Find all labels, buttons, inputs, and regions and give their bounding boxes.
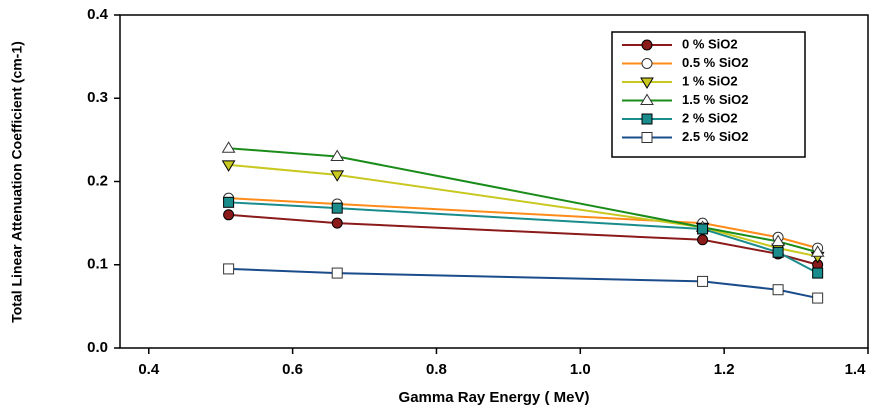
legend-marker	[640, 93, 654, 105]
x-tick-label: 0.4	[138, 361, 160, 378]
legend-label: 0.5 % SiO2	[682, 55, 748, 70]
data-point	[772, 246, 784, 258]
data-point	[697, 223, 709, 235]
legend: 0 % SiO2 0.5 % SiO2 1 % SiO2 1.5 % SiO2 2 % …	[611, 31, 806, 158]
x-tick-label: 0.8	[426, 361, 447, 378]
legend-marker	[640, 77, 654, 89]
data-point	[697, 234, 709, 246]
y-tick-label: 0.3	[87, 89, 108, 106]
legend-marker	[641, 39, 653, 51]
x-tick-label: 0.6	[282, 361, 303, 378]
data-point	[697, 275, 709, 287]
legend-label: 1 % SiO2	[682, 73, 738, 88]
data-point	[812, 292, 824, 304]
data-point	[330, 170, 345, 182]
y-tick-label: 0.0	[87, 339, 108, 356]
data-point	[223, 196, 235, 208]
y-axis-title: Total Linear Attenuation Coefficient (cm…	[9, 41, 25, 323]
series-line	[228, 267, 818, 300]
y-tick-label: 0.1	[87, 256, 108, 273]
legend-marker	[641, 113, 653, 125]
y-tick-label: 0.4	[87, 6, 109, 23]
x-tick-label: 1.0	[570, 361, 591, 378]
legend-label: 2 % SiO2	[682, 110, 738, 125]
legend-marker	[641, 58, 653, 69]
legend-label: 2.5 % SiO2	[682, 129, 748, 144]
legend-marker	[641, 132, 653, 143]
legend-label: 0 % SiO2	[682, 36, 738, 51]
series-line	[228, 163, 818, 258]
data-point	[223, 209, 235, 221]
data-point	[331, 202, 343, 214]
data-point	[331, 217, 343, 229]
data-point	[221, 141, 236, 153]
x-axis-title: Gamma Ray Energy ( MeV)	[399, 389, 590, 406]
y-tick-label: 0.2	[87, 172, 108, 189]
x-tick-label: 1.2	[714, 361, 735, 378]
data-point	[772, 284, 784, 296]
legend-label: 1.5 % SiO2	[682, 92, 748, 107]
series-line	[228, 213, 818, 266]
data-point	[771, 234, 785, 246]
data-point	[223, 263, 235, 275]
data-point	[812, 267, 824, 279]
data-point	[221, 160, 236, 172]
series-line	[228, 197, 818, 250]
data-point	[330, 149, 345, 162]
data-point	[810, 245, 825, 257]
data-point	[331, 267, 343, 279]
x-tick-label: 1.4	[845, 361, 867, 378]
